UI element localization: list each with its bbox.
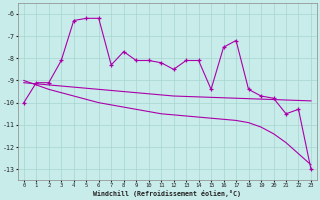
X-axis label: Windchill (Refroidissement éolien,°C): Windchill (Refroidissement éolien,°C) [93,190,241,197]
